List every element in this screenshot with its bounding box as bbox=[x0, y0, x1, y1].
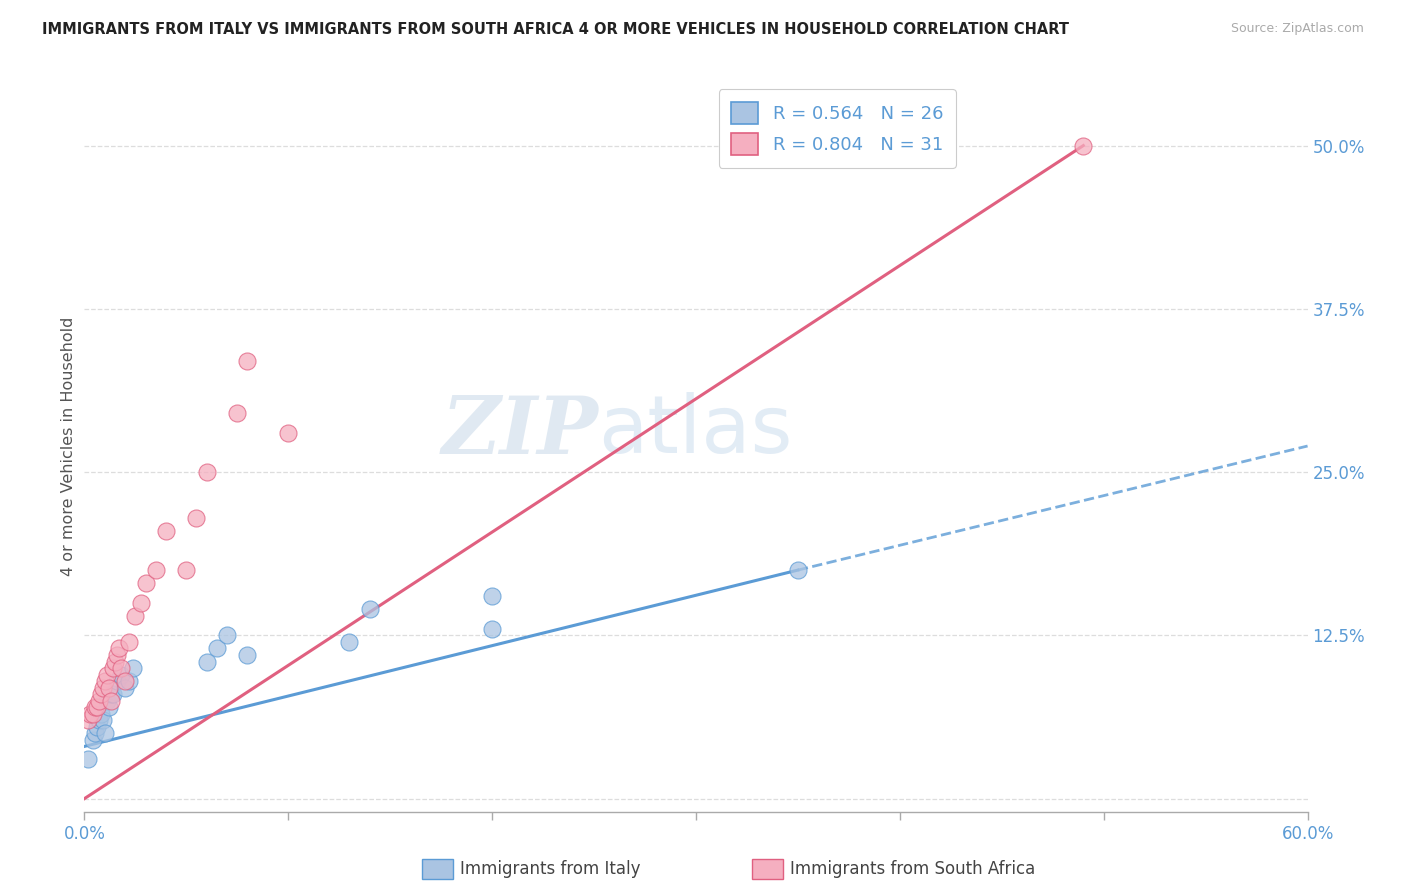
Point bbox=[217, 628, 239, 642]
Point bbox=[186, 511, 208, 525]
Point bbox=[104, 655, 127, 669]
Point bbox=[124, 608, 146, 623]
Text: ZIP: ZIP bbox=[441, 392, 598, 470]
Point bbox=[195, 465, 218, 479]
Point bbox=[96, 667, 118, 681]
Point bbox=[77, 752, 100, 766]
Point bbox=[118, 674, 141, 689]
Point bbox=[100, 694, 122, 708]
Point bbox=[114, 681, 136, 695]
Y-axis label: 4 or more Vehicles in Household: 4 or more Vehicles in Household bbox=[60, 317, 76, 575]
Point bbox=[97, 700, 120, 714]
Point bbox=[97, 681, 120, 695]
Point bbox=[145, 563, 167, 577]
Text: Immigrants from South Africa: Immigrants from South Africa bbox=[790, 860, 1035, 878]
Point bbox=[79, 706, 101, 721]
Point bbox=[86, 700, 108, 714]
Point bbox=[236, 648, 259, 662]
Point bbox=[105, 674, 128, 689]
Point bbox=[277, 425, 299, 440]
Point bbox=[86, 720, 108, 734]
Point bbox=[96, 694, 118, 708]
Point bbox=[174, 563, 197, 577]
Point bbox=[83, 700, 105, 714]
Point bbox=[226, 406, 249, 420]
Point bbox=[91, 714, 114, 728]
Point bbox=[155, 524, 177, 538]
Point bbox=[110, 667, 132, 681]
Point bbox=[90, 706, 112, 721]
Point bbox=[87, 694, 110, 708]
Point bbox=[359, 602, 381, 616]
Point bbox=[131, 596, 153, 610]
Point bbox=[82, 732, 104, 747]
Text: atlas: atlas bbox=[598, 392, 793, 470]
Point bbox=[108, 641, 131, 656]
Point bbox=[195, 655, 218, 669]
Point bbox=[101, 661, 124, 675]
Point bbox=[122, 661, 145, 675]
Point bbox=[105, 648, 128, 662]
Point bbox=[100, 687, 122, 701]
Point bbox=[83, 726, 105, 740]
Point bbox=[101, 687, 124, 701]
Point bbox=[93, 726, 115, 740]
Point bbox=[205, 641, 228, 656]
Point bbox=[118, 635, 141, 649]
Point bbox=[110, 661, 132, 675]
Point bbox=[90, 687, 112, 701]
Text: Immigrants from Italy: Immigrants from Italy bbox=[460, 860, 640, 878]
Point bbox=[135, 576, 157, 591]
Point bbox=[91, 681, 114, 695]
Point bbox=[114, 674, 136, 689]
Point bbox=[339, 635, 361, 649]
Point bbox=[93, 674, 115, 689]
Point bbox=[787, 563, 810, 577]
Point bbox=[87, 714, 110, 728]
Point bbox=[236, 354, 259, 368]
Point bbox=[82, 706, 104, 721]
Text: IMMIGRANTS FROM ITALY VS IMMIGRANTS FROM SOUTH AFRICA 4 OR MORE VEHICLES IN HOUS: IMMIGRANTS FROM ITALY VS IMMIGRANTS FROM… bbox=[42, 22, 1069, 37]
Point bbox=[481, 622, 503, 636]
Legend: R = 0.564   N = 26, R = 0.804   N = 31: R = 0.564 N = 26, R = 0.804 N = 31 bbox=[718, 89, 956, 168]
Text: Source: ZipAtlas.com: Source: ZipAtlas.com bbox=[1230, 22, 1364, 36]
Point bbox=[1073, 138, 1095, 153]
Point bbox=[481, 589, 503, 603]
Point bbox=[77, 714, 100, 728]
